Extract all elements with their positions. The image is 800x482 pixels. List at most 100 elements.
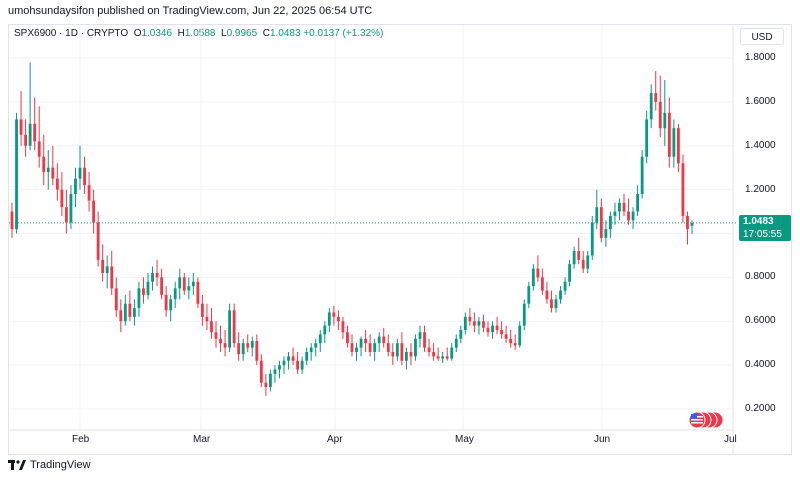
candle-body xyxy=(690,222,694,226)
candle-body xyxy=(119,310,123,322)
candle-body xyxy=(386,343,390,352)
candle-body xyxy=(536,268,540,278)
candle-body xyxy=(96,222,100,260)
candle-body xyxy=(33,123,37,142)
candle-body xyxy=(250,340,254,348)
candle-body xyxy=(377,336,381,344)
candle-body xyxy=(368,343,372,352)
candle-body xyxy=(658,101,662,129)
candle-body xyxy=(105,266,109,273)
candle-body xyxy=(495,325,499,331)
candle-body xyxy=(182,277,186,291)
candle-body xyxy=(255,340,259,361)
open-value: 1.0346 xyxy=(141,28,173,39)
candle-body xyxy=(454,338,458,348)
us-flag-icon[interactable] xyxy=(688,411,724,434)
candle-body xyxy=(178,277,182,289)
candle-body xyxy=(15,119,18,230)
candle-body xyxy=(409,351,413,357)
candle-body xyxy=(477,321,481,326)
candle-body xyxy=(441,356,445,359)
x-tick-label: Jul xyxy=(724,434,737,445)
candle-body xyxy=(19,119,23,135)
last-price: 1.0483 xyxy=(743,216,774,227)
candle-body xyxy=(667,112,671,157)
candle-body xyxy=(237,343,241,355)
candle-body xyxy=(522,303,526,326)
symbol-legend: SPX6900 · 1D · CRYPTO O1.0346 H1.0588 L0… xyxy=(14,28,383,39)
y-tick-label: 0.8000 xyxy=(745,271,776,283)
candle-body xyxy=(10,211,14,230)
candle-body xyxy=(350,343,354,352)
candle-body xyxy=(559,290,562,300)
high-label: H xyxy=(177,28,185,39)
symbol-name[interactable]: SPX6900 · 1D · CRYPTO xyxy=(14,28,129,39)
candle-body xyxy=(69,194,73,223)
close-value: 1.0483 xyxy=(269,28,301,39)
candle-body xyxy=(482,321,485,328)
candle-body xyxy=(540,277,544,291)
candle-body xyxy=(24,134,28,146)
candle-body xyxy=(504,334,508,339)
candle-body xyxy=(92,200,96,223)
bar-countdown: 17:05:55 xyxy=(743,229,782,240)
candle-body xyxy=(486,327,490,333)
candle-body xyxy=(132,308,136,317)
currency-button[interactable]: USD xyxy=(740,28,784,45)
candle-body xyxy=(513,343,517,346)
candle-body xyxy=(604,229,608,238)
low-value: 0.9965 xyxy=(226,28,258,39)
candle-body xyxy=(137,288,141,309)
chart-frame[interactable] xyxy=(8,24,792,455)
candle-body xyxy=(101,259,105,273)
y-tick-label: 1.8000 xyxy=(745,52,776,63)
candle-body xyxy=(491,325,494,333)
candle-body xyxy=(305,351,309,361)
candle-body xyxy=(618,202,621,212)
high-value: 1.0588 xyxy=(184,28,216,39)
candle-body xyxy=(332,312,336,317)
candle-body xyxy=(146,281,150,295)
candle-body xyxy=(278,365,281,370)
candle-body xyxy=(364,338,368,344)
candle-body xyxy=(323,325,327,335)
candle-body xyxy=(336,316,340,322)
candle-body xyxy=(64,207,68,223)
last-price-tag: 1.0483 17:05:55 xyxy=(739,215,791,241)
candle-body xyxy=(382,336,386,344)
candle-body xyxy=(436,356,440,359)
candle-body xyxy=(346,332,349,344)
candle-body xyxy=(432,351,436,357)
candle-body xyxy=(676,128,680,164)
candle-body xyxy=(518,325,522,346)
candle-body xyxy=(187,286,191,291)
y-tick-label: 0.2000 xyxy=(745,403,776,414)
candle-body xyxy=(463,316,467,331)
candle-body xyxy=(314,343,318,348)
candle-body xyxy=(291,356,295,361)
open-label: O xyxy=(133,28,142,39)
tradingview-brand: TradingView xyxy=(30,459,91,471)
candle-body xyxy=(568,264,572,282)
candle-body xyxy=(595,207,599,223)
candle-body xyxy=(341,321,345,333)
candle-body xyxy=(622,202,626,212)
candle-body xyxy=(627,211,630,221)
candle-body xyxy=(359,338,363,348)
candle-body xyxy=(459,330,463,339)
candle-body xyxy=(563,281,567,291)
candle-body xyxy=(554,299,558,309)
candle-body xyxy=(572,251,576,265)
y-tick-label: 1.4000 xyxy=(745,139,776,151)
candle-body xyxy=(450,347,454,359)
candle-body xyxy=(241,343,245,355)
x-tick-label: Apr xyxy=(327,434,343,445)
candle-body xyxy=(613,211,617,216)
candle-body xyxy=(228,310,232,348)
tradingview-logo[interactable]: TradingView xyxy=(8,459,91,471)
candle-body xyxy=(309,347,313,352)
candle-body xyxy=(631,211,635,221)
x-tick-label: May xyxy=(455,434,474,445)
x-tick-label: Feb xyxy=(72,434,90,445)
